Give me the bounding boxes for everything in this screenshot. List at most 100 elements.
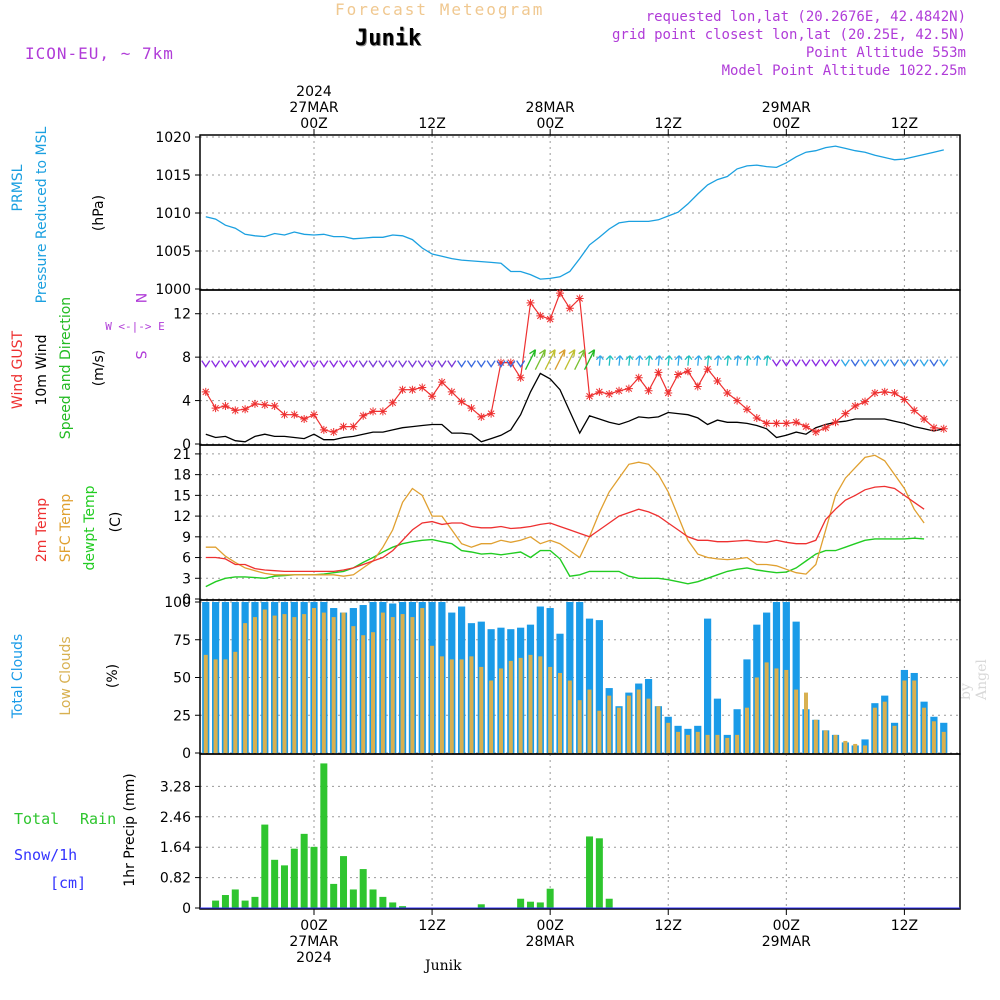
gust-marker xyxy=(880,387,889,396)
low-cloud-bar xyxy=(479,666,484,753)
wind-direction-arrow xyxy=(564,349,576,370)
ytick-label: 21 xyxy=(173,447,191,463)
wind-direction-arrow xyxy=(358,360,368,368)
wind-direction-arrow xyxy=(211,360,221,368)
low-cloud-bar xyxy=(567,680,572,753)
wind-direction-arrow xyxy=(583,349,596,370)
rain-bar xyxy=(605,898,613,908)
gust-marker xyxy=(556,289,564,298)
gust-marker xyxy=(516,373,525,382)
wind-direction-arrow xyxy=(733,355,742,366)
gust-marker xyxy=(910,406,919,415)
total-cloud-title: Total Clouds xyxy=(10,634,26,719)
top-time-label: 29MAR xyxy=(762,100,811,116)
pressure-subtitle: Pressure Reduced to MSL xyxy=(34,126,50,303)
low-cloud-bar xyxy=(292,617,297,753)
gust-marker xyxy=(437,378,446,387)
wind-direction-arrow xyxy=(811,359,821,367)
low-cloud-bar xyxy=(223,659,228,753)
low-cloud-bar xyxy=(351,626,356,753)
rain-bar xyxy=(389,902,397,908)
wind-direction-arrow xyxy=(801,359,811,367)
gust-marker xyxy=(290,410,299,419)
gust-marker xyxy=(900,395,909,404)
ytick-label: 3 xyxy=(182,571,191,587)
gust-marker xyxy=(408,385,417,394)
gust-marker xyxy=(851,402,860,410)
gust-marker xyxy=(762,419,771,428)
pressure-title: PRMSL xyxy=(10,164,26,211)
low-cloud-bar xyxy=(321,612,326,753)
ytick-label: 25 xyxy=(173,708,191,724)
wind-direction-arrow xyxy=(821,359,831,367)
gust-marker xyxy=(231,406,240,415)
gust-marker xyxy=(241,405,250,414)
panel-wind xyxy=(195,289,961,446)
low-cloud-bar xyxy=(272,615,277,753)
wind-direction-arrow xyxy=(850,359,860,367)
wind-direction-arrow xyxy=(260,360,270,368)
gust-marker xyxy=(506,358,515,367)
gust-marker xyxy=(447,387,456,396)
low-cloud-bar xyxy=(715,734,720,753)
low-cloud-bar xyxy=(676,731,681,753)
ytick-label: 18 xyxy=(173,468,191,484)
wind-direction-arrow xyxy=(309,360,319,368)
low-cloud-bar xyxy=(626,695,631,753)
compass-north: N xyxy=(132,293,148,303)
gust-marker xyxy=(772,419,781,428)
pressure-line xyxy=(205,145,944,280)
wind-direction-arrow xyxy=(704,355,713,366)
gust-marker xyxy=(792,418,801,427)
gust-marker xyxy=(260,400,269,409)
low-cloud-bar xyxy=(784,669,789,753)
precip-unit: 1hr Precip (mm) xyxy=(122,773,138,886)
low-cloud-title: Low Clouds xyxy=(58,636,74,715)
low-cloud-bar xyxy=(508,660,513,753)
wind-direction-arrow xyxy=(791,359,801,367)
bottom-time-label: 2024 xyxy=(296,950,332,966)
ytick-label: 1010 xyxy=(155,206,191,222)
gust-marker xyxy=(428,392,437,401)
total-cloud-bar xyxy=(566,602,574,753)
ytick-label: 50 xyxy=(173,671,191,687)
gust-marker xyxy=(595,387,604,396)
gust-marker xyxy=(723,388,732,397)
rain-bar xyxy=(271,859,279,908)
direction-title: Speed and Direction xyxy=(58,297,74,439)
low-cloud-bar xyxy=(646,698,651,753)
gust-marker xyxy=(329,428,338,437)
low-cloud-bar xyxy=(666,722,671,753)
low-cloud-bar xyxy=(774,668,779,753)
wind-direction-arrow xyxy=(496,360,506,368)
rain-bar xyxy=(290,848,298,908)
rain-bar xyxy=(359,869,367,908)
gust-marker xyxy=(624,384,633,393)
low-cloud-bar xyxy=(843,740,848,753)
precip-total-label: Total xyxy=(14,810,59,828)
sfc-title: SFC Temp xyxy=(58,494,74,563)
wind-direction-arrow xyxy=(457,360,467,368)
gust-marker xyxy=(378,407,387,416)
wind-direction-arrow xyxy=(781,359,791,367)
gust-marker xyxy=(703,365,712,374)
total-cloud-bar xyxy=(713,698,722,753)
top-time-label: 27MAR xyxy=(289,100,338,116)
low-cloud-bar xyxy=(764,662,769,753)
gust-marker xyxy=(211,404,220,413)
wind-direction-arrow xyxy=(524,349,537,370)
total-cloud-bar xyxy=(792,621,800,753)
compass-south: S xyxy=(132,351,148,360)
wind-direction-arrow xyxy=(447,360,457,368)
wind-direction-arrow xyxy=(466,360,476,368)
gust-marker xyxy=(782,419,791,428)
low-cloud-bar xyxy=(941,731,946,753)
ytick-label: 1005 xyxy=(155,244,191,260)
gust-marker xyxy=(575,294,584,303)
gust-marker xyxy=(546,315,555,324)
gust-line xyxy=(205,291,944,433)
low-cloud-bar xyxy=(380,612,385,753)
ytick-label: 4 xyxy=(182,394,191,410)
rain-bar xyxy=(595,838,603,908)
